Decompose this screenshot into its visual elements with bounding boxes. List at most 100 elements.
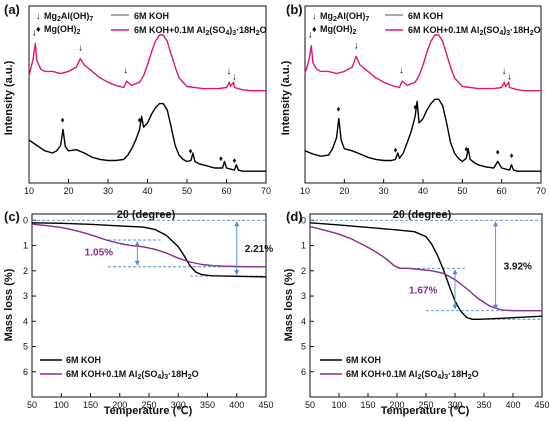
y-tick-label: 5 (23, 342, 28, 352)
y-tick-label: 3 (301, 291, 306, 301)
x-tick-label: 200 (389, 400, 404, 410)
x-tick-label: 100 (54, 400, 69, 410)
peak-marker-mgoh2: ♦ (393, 145, 397, 154)
peak-marker-mg2al: ↓ (507, 72, 512, 83)
x-tick-label: 30 (103, 186, 113, 196)
panel-a-ylabel: Intensity (a.u.) (3, 60, 15, 135)
series-line-al-a (28, 34, 266, 92)
x-tick-label: 250 (141, 400, 156, 410)
peak-marker-mgoh2: ♦ (138, 115, 142, 124)
y-tick-label: 4 (23, 316, 28, 326)
peak-marker-mg2al: ↓ (308, 30, 313, 41)
x-tick-label: 350 (476, 400, 491, 410)
panel-c-xlabel: Temperature (℃) (104, 405, 193, 417)
legend-marker-diamond-b: ♦ (312, 24, 317, 34)
peak-marker-mg2al: ↓ (32, 28, 37, 39)
series-line-al-c (31, 223, 266, 268)
peak-marker-mg2al: ↓ (78, 43, 83, 54)
annotation-arrowhead (452, 269, 458, 275)
y-tick-label: 3 (23, 291, 28, 301)
peak-marker-mgoh2: ♦ (219, 154, 223, 163)
legend-al-label-d: 6M KOH+0.1M Al2(SO4)3·18H2O (346, 369, 479, 381)
x-tick-label: 200 (112, 400, 127, 410)
x-tick-label: 250 (418, 400, 433, 410)
legend-mg2al-label-b: Mg2Al(OH)7 (320, 11, 369, 23)
peak-marker-mgoh2: ♦ (232, 156, 236, 165)
series-line-al-b (304, 34, 541, 92)
x-tick-label: 60 (221, 186, 231, 196)
x-tick-label: 20 (339, 186, 349, 196)
legend-al-label-c: 6M KOH+0.1M Al2(SO4)3·18H2O (66, 369, 199, 381)
annotation-arrowhead (234, 221, 240, 227)
x-tick-label: 60 (497, 186, 507, 196)
series-line-koh-d (309, 222, 543, 320)
x-tick-label: 40 (142, 186, 152, 196)
x-tick-label: 400 (505, 400, 520, 410)
x-tick-label: 300 (171, 400, 186, 410)
x-tick-label: 450 (258, 400, 273, 410)
peak-marker-mg2al: ↓ (123, 65, 128, 76)
x-tick-label: 20 (63, 186, 73, 196)
annotation-label: 3.92% (504, 261, 532, 272)
series-line-koh-c (31, 222, 267, 278)
panel-d-label: (d) (286, 209, 303, 224)
panel-d-xlabel: Temperature (℃) (381, 405, 470, 417)
annotation-arrowhead (234, 270, 240, 276)
legend-koh-label-d: 6M KOH (346, 355, 381, 365)
series-line-koh-b (304, 98, 541, 172)
x-tick-label: 150 (360, 400, 375, 410)
peak-marker-mg2al: ↓ (502, 66, 507, 77)
y-tick-label: 0 (23, 215, 28, 225)
x-tick-label: 40 (418, 186, 428, 196)
legend-mg2al-label-a: Mg2Al(OH)7 (44, 11, 93, 23)
legend-al-label-b: 6M KOH+0.1M Al2(SO4)3·18H2O (408, 25, 541, 37)
panel-c: (c) Mass loss (%) Temperature (℃) 50 100 1… (3, 209, 274, 417)
y-tick-label: 2 (301, 266, 306, 276)
y-tick-label: 1 (23, 241, 28, 251)
panel-d-ylabel: Mass loss (%) (283, 268, 295, 341)
panel-b-xlabel: 2θ (degree) (393, 209, 452, 221)
x-tick-label: 400 (229, 400, 244, 410)
series-line-al-d (309, 225, 542, 312)
legend-koh-label-a: 6M KOH (134, 11, 169, 21)
panel-a-label: (a) (4, 2, 20, 17)
x-tick-label: 450 (534, 400, 549, 410)
x-tick-label: 70 (261, 186, 271, 196)
legend-marker-arrow-b: ↓ (312, 11, 317, 21)
x-tick-label: 10 (300, 186, 310, 196)
y-tick-label: 2 (23, 266, 28, 276)
x-tick-label: 50 (182, 186, 192, 196)
x-tick-label: 50 (305, 400, 315, 410)
x-tick-label: 100 (331, 400, 346, 410)
peak-marker-mgoh2: ♦ (61, 115, 65, 124)
y-tick-label: 0 (301, 215, 306, 225)
panel-d-legend: 6M KOH 6M KOH+0.1M Al2(SO4)3·18H2O (320, 355, 479, 381)
panel-b-ylabel: Intensity (a.u.) (280, 60, 292, 135)
annotation-label: 2.21% (245, 244, 273, 255)
legend-koh-label-c: 6M KOH (66, 355, 101, 365)
legend-al-label-a: 6M KOH+0.1M Al2(SO4)3·18H2O (134, 25, 267, 37)
x-tick-label: 10 (24, 186, 34, 196)
peak-marker-mg2al: ↓ (399, 65, 404, 76)
y-tick-label: 6 (23, 367, 28, 377)
y-tick-label: 6 (301, 367, 306, 377)
y-tick-label: 4 (301, 316, 306, 326)
annotation-label: 1.67% (409, 285, 437, 296)
legend-marker-arrow-a: ↓ (36, 11, 41, 21)
x-tick-label: 50 (27, 400, 37, 410)
peak-marker-mg2al: ↓ (232, 72, 237, 83)
legend-mgoh2-label-a: Mg(OH)2 (44, 24, 81, 36)
panel-c-legend: 6M KOH 6M KOH+0.1M Al2(SO4)3·18H2O (40, 355, 199, 381)
legend-marker-diamond-a: ♦ (36, 24, 41, 34)
peak-marker-mgoh2: ♦ (189, 146, 193, 155)
peak-marker-mg2al: ↓ (226, 66, 231, 77)
peak-marker-mg2al: ↓ (354, 40, 359, 51)
peak-marker-mgoh2: ♦ (336, 105, 340, 114)
y-tick-label: 5 (301, 342, 306, 352)
x-tick-label: 350 (200, 400, 215, 410)
annotation-arrowhead (452, 304, 458, 310)
panel-b-label: (b) (286, 2, 303, 17)
panel-a: (a) Intensity (a.u.) 2θ (degree) 10 20 30 4… (3, 2, 271, 221)
annotation-arrowhead (134, 260, 140, 266)
panel-d: (d) Mass loss (%) Temperature (℃) 50 100 1… (283, 209, 550, 417)
